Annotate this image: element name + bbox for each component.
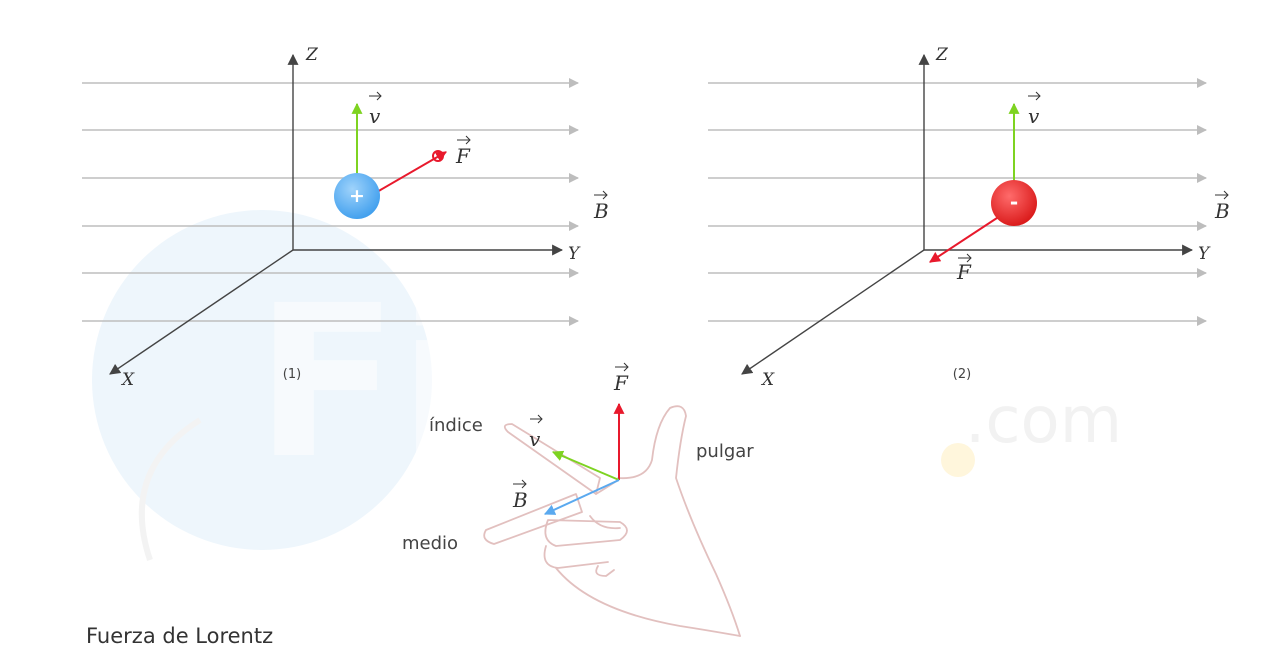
vector-arrow-accent [513,479,527,489]
vector-arrow-accent [615,362,629,372]
vector-arrow-accent [457,135,471,145]
watermark-text: Fisicalab [255,260,1270,505]
force-label: F [956,260,972,284]
vector-arrow-accent [369,91,382,101]
field-label: B [593,199,609,223]
hand-velocity-label: v [529,427,541,451]
axes-1 [109,53,564,375]
axes-2 [741,53,1194,375]
caption: Fuerza de Lorentz [86,624,274,648]
axis-x-label: X [120,370,135,390]
vector-arrow-accent [1215,190,1229,200]
hand-force-label: F [613,371,629,395]
hand-field-vector [544,479,620,515]
vector-arrow-accent [594,190,608,200]
velocity-label: v [369,104,381,128]
watermark-suffix: .com [965,384,1122,458]
axis-y-label: Y [1198,244,1211,264]
index-finger-label: índice [429,415,483,436]
force-label: F [455,144,471,168]
axis-y-label: Y [568,244,581,264]
diagram-2: Z Y X v F - B (2) [708,45,1230,390]
charge-sign: - [1010,190,1018,214]
axis-x [109,249,294,375]
vector-arrow-accent [1028,91,1041,101]
charge-sign: + [349,185,365,207]
vector-arrow-accent [530,414,543,424]
axis-z-label: Z [935,45,949,65]
hand-field-label: B [512,488,528,512]
thumb-label: pulgar [696,441,754,462]
vector-arrow-accent [958,253,972,263]
positive-charge-icon [334,173,380,219]
hand-rule: F v B índice pulgar medio [402,362,754,637]
field-lines-1 [82,78,579,326]
axis-x-label: X [760,370,775,390]
field-lines-2 [708,78,1207,326]
diagram-number: (1) [283,367,301,382]
axis-x [741,249,925,375]
hand-velocity-vector [551,450,620,481]
diagram-1: Z Y X v F + B (1) [82,45,609,390]
diagram-number: (2) [953,367,971,382]
watermark-logo: Fisicalab .com [92,210,1270,561]
middle-finger-label: medio [402,533,458,554]
field-label: B [1214,199,1230,223]
force-vector [929,215,1001,263]
force-tip-ring [432,150,444,162]
velocity-label: v [1028,104,1040,128]
axis-z-label: Z [305,45,319,65]
negative-charge-icon [991,180,1037,226]
